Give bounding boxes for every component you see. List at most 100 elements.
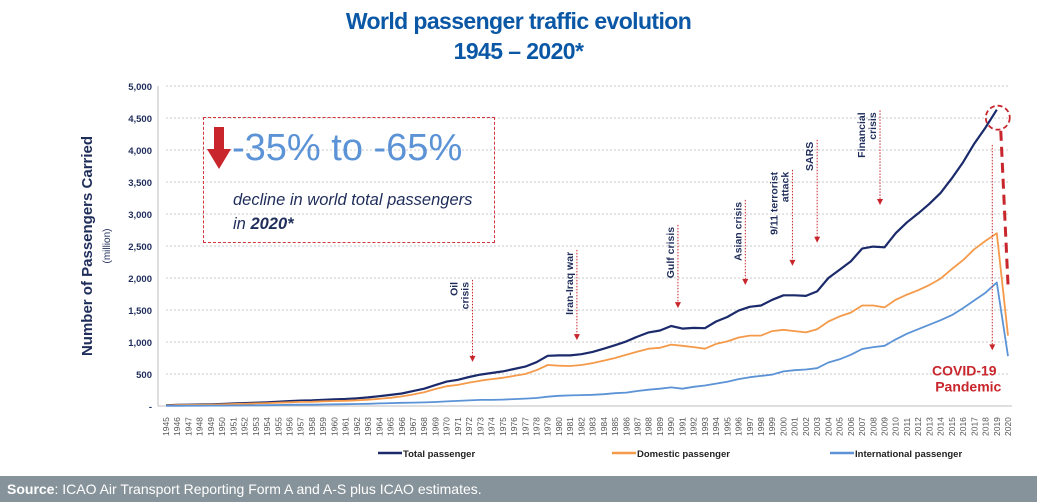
- x-tick-label: 1946: [172, 417, 182, 436]
- x-tick-label: 1989: [655, 417, 665, 436]
- covid-peak-circle: [984, 104, 1011, 131]
- x-tick-label: 1998: [756, 417, 766, 436]
- x-tick-label: 2014: [936, 417, 946, 436]
- x-tick-label: 2018: [981, 417, 991, 436]
- legend-label-domestic: Domestic passenger: [637, 449, 730, 460]
- chart-title: World passenger traffic evolution: [345, 8, 692, 34]
- y-tick-label: 2,500: [128, 242, 152, 253]
- y-tick-label: 1,500: [128, 306, 152, 317]
- x-tick-label: 2007: [857, 417, 867, 436]
- x-tick-label: 1975: [498, 417, 508, 436]
- annotation-label: Asian crisis: [732, 202, 744, 261]
- x-tick-label: 2011: [902, 417, 912, 436]
- x-tick-label: 1982: [576, 417, 586, 436]
- series-line-total: [165, 109, 998, 407]
- x-tick-label: 2001: [790, 417, 800, 436]
- down-arrow-icon: [207, 127, 231, 169]
- annotation-label: Financial: [856, 112, 868, 158]
- x-tick-label: 1974: [487, 417, 497, 436]
- source-text: : ICAO Air Transport Reporting Form A an…: [54, 481, 482, 497]
- y-tick-label: 3,000: [128, 210, 152, 221]
- x-tick-label: 1991: [677, 417, 687, 436]
- annotation-label: crisis: [867, 112, 879, 140]
- x-tick-label: 1964: [374, 417, 384, 436]
- x-tick-label: 2000: [778, 417, 788, 436]
- decline-text-line2: in 2020*: [233, 212, 472, 236]
- y-tick-label: 2,000: [128, 274, 152, 285]
- x-tick-label: 2012: [913, 417, 923, 436]
- x-tick-label: 1976: [509, 417, 519, 436]
- x-tick-label: 1969: [430, 417, 440, 436]
- x-tick-label: 1987: [633, 417, 643, 436]
- x-tick-label: 1959: [318, 417, 328, 436]
- x-tick-label: 1985: [610, 417, 620, 436]
- x-tick-label: 1947: [183, 417, 193, 436]
- x-tick-label: 1963: [363, 417, 373, 436]
- x-tick-label: 1949: [206, 417, 216, 436]
- x-tick-label: 2020: [1003, 417, 1013, 436]
- y-tick-label: 4,000: [128, 146, 152, 157]
- x-tick-label: 2002: [801, 417, 811, 436]
- x-tick-label: 1981: [565, 417, 575, 436]
- x-tick-label: 1958: [307, 417, 317, 436]
- annotation-arrow-head: [573, 334, 580, 341]
- x-tick-label: 1955: [273, 417, 283, 436]
- x-tick-label: 1956: [284, 417, 294, 436]
- annotation-label: COVID-19: [932, 362, 997, 378]
- series-line-domestic: [165, 232, 1009, 407]
- y-tick-label: 5,000: [128, 82, 152, 93]
- y-tick-label: 1,000: [128, 338, 152, 349]
- x-tick-label: 2010: [891, 417, 901, 436]
- legend-label-total: Total passenger: [403, 449, 475, 460]
- x-tick-label: 1965: [386, 417, 396, 436]
- annotation-arrow-head: [469, 355, 476, 362]
- x-tick-label: 1961: [341, 417, 351, 436]
- annotation-label: Pandemic: [935, 378, 1001, 394]
- x-tick-label: 1948: [195, 417, 205, 436]
- x-tick-label: 2004: [823, 417, 833, 436]
- y-axis-label: Number of Passengers Carried: [79, 136, 96, 356]
- x-tick-label: 1988: [644, 417, 654, 436]
- x-tick-label: 1968: [419, 417, 429, 436]
- source-bar: Source: ICAO Air Transport Reporting For…: [0, 476, 1037, 502]
- x-tick-label: 1984: [599, 417, 609, 436]
- x-tick-label: 1950: [217, 417, 227, 436]
- x-tick-label: 1971: [453, 417, 463, 436]
- x-tick-label: 2019: [992, 417, 1002, 436]
- decline-text-prefix: in: [233, 215, 251, 233]
- annotation-arrow-head: [674, 302, 681, 309]
- x-tick-label: 2016: [958, 417, 968, 436]
- x-tick-label: 1986: [621, 417, 631, 436]
- x-tick-label: 1952: [240, 417, 250, 436]
- line-chart: - 500 1,000 1,500 2,000 2,500 3,000 3,500 4,000 4…: [79, 82, 1013, 460]
- x-tick-label: 1945: [161, 417, 171, 436]
- x-tick-label: 1983: [588, 417, 598, 436]
- annotation-label: crisis: [459, 282, 471, 310]
- x-tick-label: 1960: [329, 417, 339, 436]
- x-tick-label: 1979: [543, 417, 553, 436]
- y-tick-label: -: [149, 402, 152, 413]
- y-tick-label: 3,500: [128, 178, 152, 189]
- annotation-arrow-head: [877, 199, 884, 206]
- x-tick-label: 1978: [531, 417, 541, 436]
- chart-subtitle: 1945 – 2020*: [453, 38, 584, 64]
- x-tick-label: 2006: [846, 417, 856, 436]
- annotation-arrow-head: [814, 236, 821, 243]
- x-tick-label: 1953: [251, 417, 261, 436]
- x-tick-label: 1972: [464, 417, 474, 436]
- x-tick-label: 1977: [520, 417, 530, 436]
- total-2020-drop-line: [999, 130, 1010, 285]
- x-tick-label: 1973: [475, 417, 485, 436]
- annotation-arrow-head: [742, 279, 749, 286]
- x-tick-label: 1990: [666, 417, 676, 436]
- annotation-label: attack: [779, 172, 791, 203]
- x-tick-label: 1996: [734, 417, 744, 436]
- decline-text-year: 2020*: [250, 215, 294, 233]
- decline-callout-box: [203, 117, 495, 243]
- annotation-label: 9/11 terrorist: [768, 171, 780, 235]
- x-tick-label: 1995: [722, 417, 732, 436]
- y-tick-label: 4,500: [128, 114, 152, 125]
- x-tick-label: 1962: [352, 417, 362, 436]
- annotation-label: Gulf crisis: [665, 227, 677, 279]
- x-tick-label: 2015: [947, 417, 957, 436]
